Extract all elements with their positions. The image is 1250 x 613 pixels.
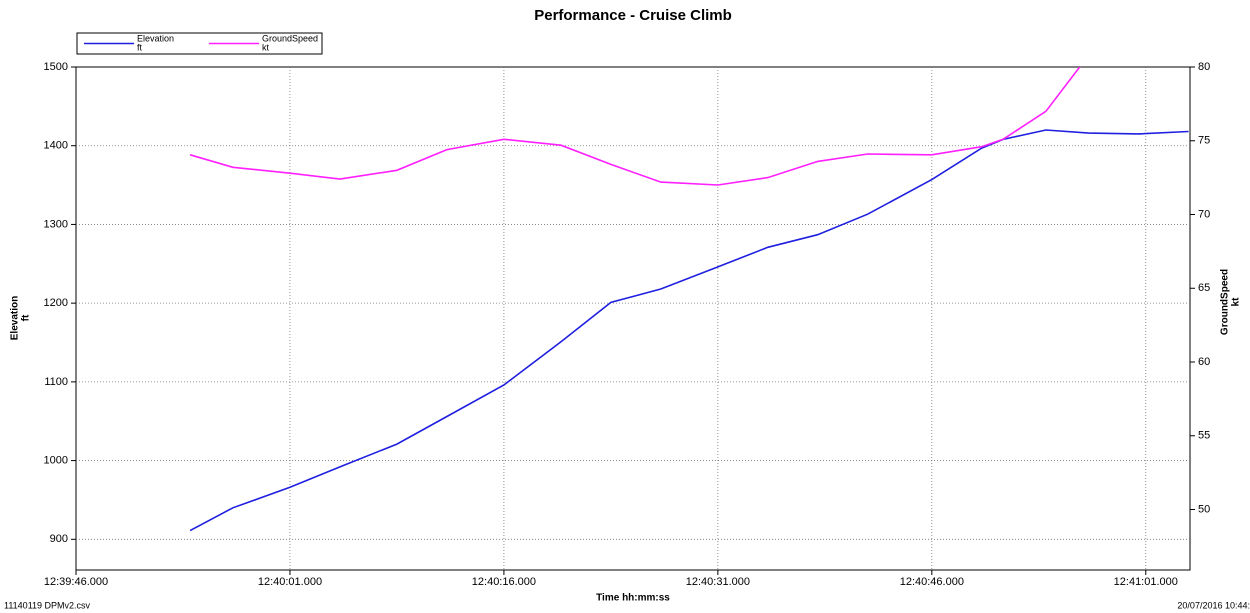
legend-name: GroundSpeed bbox=[262, 33, 318, 43]
x-tick-label: 12:39:46.000 bbox=[44, 576, 108, 588]
plot-frame bbox=[75, 66, 1191, 571]
x-tick-label: 12:40:16.000 bbox=[472, 576, 536, 588]
legend-box bbox=[76, 32, 323, 55]
legend-name: Elevation bbox=[137, 33, 174, 43]
y-tick-label: 1300 bbox=[44, 218, 68, 230]
chart-title: Performance - Cruise Climb bbox=[534, 7, 732, 24]
x-tick-label: 12:40:31.000 bbox=[686, 576, 750, 588]
x-tick-label: 12:41:01.000 bbox=[1114, 576, 1178, 588]
y2-tick-label: 65 bbox=[1198, 282, 1210, 294]
y-axis-label-name: Elevation bbox=[10, 296, 21, 340]
x-axis-label: Time hh:mm:ss bbox=[596, 593, 670, 604]
y2-tick-label: 70 bbox=[1198, 208, 1210, 220]
y2-tick-label: 60 bbox=[1198, 356, 1210, 368]
legend-unit: ft bbox=[137, 42, 143, 52]
y-tick-label: 900 bbox=[50, 533, 68, 545]
y-tick-label: 1500 bbox=[44, 61, 68, 73]
y2-axis-label: GroundSpeed kt bbox=[1220, 269, 1242, 335]
y2-tick-label: 75 bbox=[1198, 135, 1210, 147]
series-line bbox=[189, 129, 1189, 532]
y-tick-label: 1400 bbox=[44, 140, 68, 152]
footer-left: 11140119 DPMv2.csv bbox=[4, 600, 91, 610]
y2-tick-label: 80 bbox=[1198, 61, 1210, 73]
y2-tick-label: 50 bbox=[1198, 503, 1210, 515]
y2-axis-label-unit: kt bbox=[1231, 297, 1242, 307]
footer-right: 20/07/2016 10:44: bbox=[1177, 600, 1250, 610]
y2-axis-label-name: GroundSpeed bbox=[1220, 269, 1231, 335]
x-tick-label: 12:40:46.000 bbox=[900, 576, 964, 588]
y2-tick-label: 55 bbox=[1198, 430, 1210, 442]
y-axis-label: Elevation ft bbox=[10, 296, 32, 340]
x-tick-label: 12:40:01.000 bbox=[258, 576, 322, 588]
y-tick-label: 1100 bbox=[44, 376, 68, 388]
y-tick-label: 1000 bbox=[44, 454, 68, 466]
y-tick-label: 1200 bbox=[44, 297, 68, 309]
y-axis-label-unit: ft bbox=[21, 314, 32, 321]
legend-unit: kt bbox=[262, 42, 270, 52]
series-line bbox=[189, 67, 1081, 186]
